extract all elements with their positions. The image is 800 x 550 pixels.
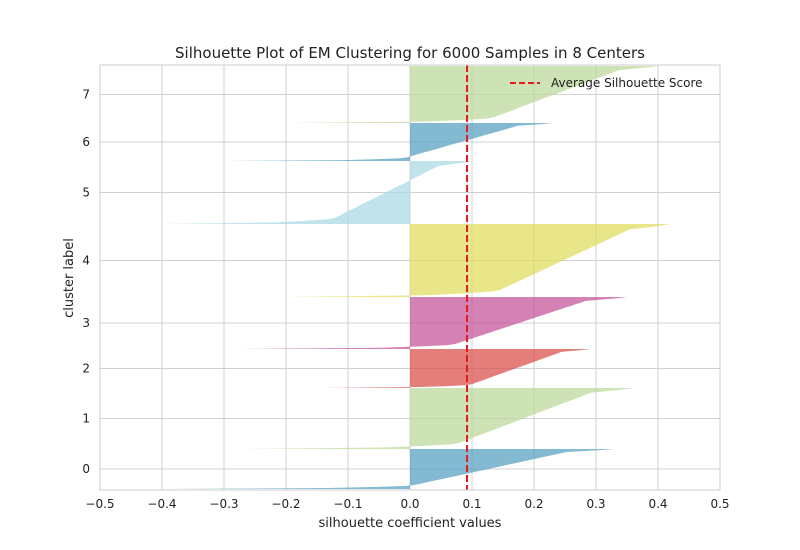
cluster-7-silhouette [286,66,658,123]
legend-average-label: Average Silhouette Score [551,76,703,90]
y-tick-label: 1 [82,412,90,426]
x-tick-label: −0.3 [209,497,238,511]
x-tick-label: 0.5 [710,497,729,511]
x-tick-label: −0.5 [85,497,114,511]
x-tick-label: −0.2 [271,497,300,511]
y-tick-label: 3 [82,316,90,330]
legend: Average Silhouette Score [510,76,703,90]
x-tick-label: −0.4 [147,497,176,511]
cluster-6-silhouette [224,123,553,161]
y-tick-label: 7 [82,88,90,102]
cluster-4-silhouette [286,224,671,297]
y-tick-label: 6 [82,135,90,149]
cluster-3-silhouette [239,297,627,349]
chart-title: Silhouette Plot of EM Clustering for 600… [175,44,645,62]
cluster-2-silhouette [323,349,590,388]
x-tick-label: 0.2 [524,497,543,511]
y-tick-label: 2 [82,362,90,376]
x-tick-label: 0.1 [462,497,481,511]
x-tick-label: −0.1 [333,497,362,511]
cluster-0-silhouette [162,449,615,489]
y-axis-label: cluster label [62,238,77,318]
x-tick-label: 0.4 [648,497,667,511]
x-tick-label: 0.0 [400,497,419,511]
plot-frame [99,64,721,491]
x-axis-label: silhouette coefficient values [319,516,502,531]
cluster-5-silhouette [162,161,472,224]
y-tick-label: 5 [82,186,90,200]
y-tick-label: 0 [82,462,90,476]
cluster-1-silhouette [239,388,634,449]
x-tick-label: 0.3 [586,497,605,511]
y-tick-label: 4 [82,254,90,268]
